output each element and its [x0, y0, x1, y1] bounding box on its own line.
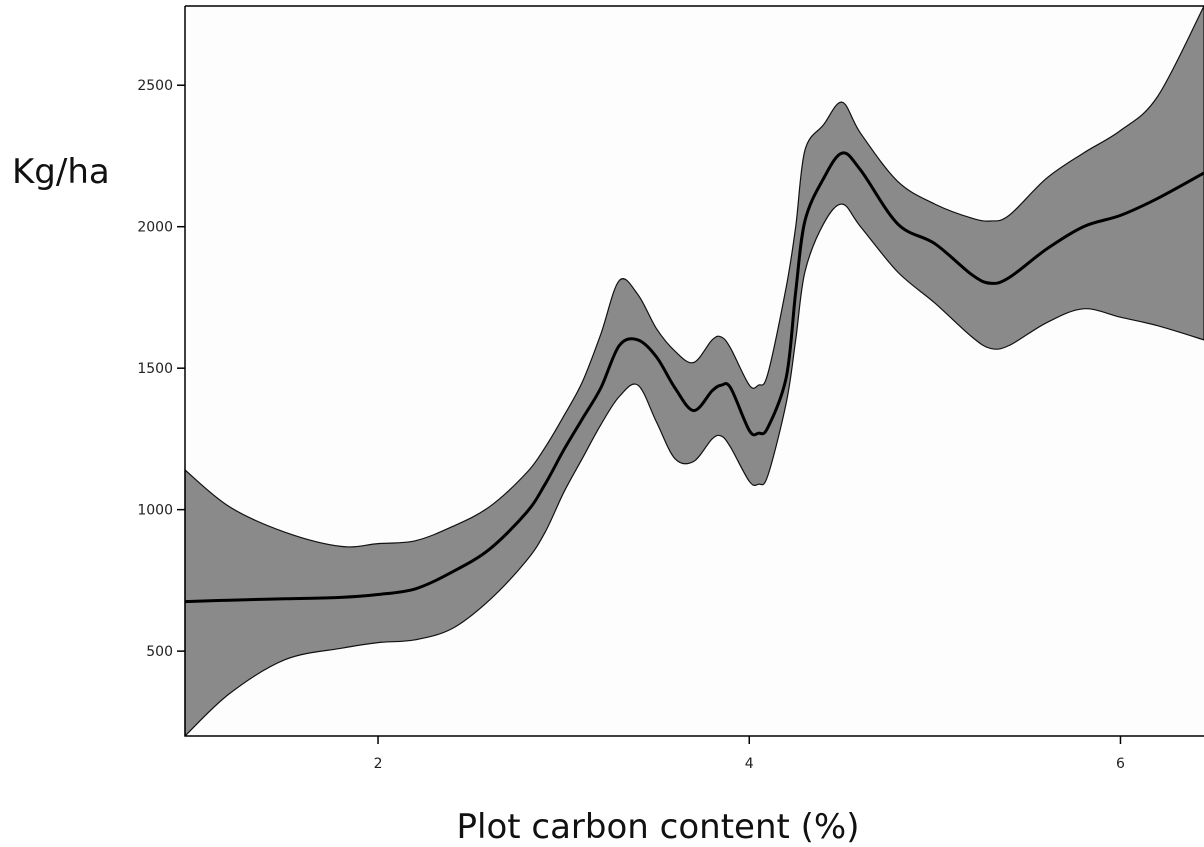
y-tick-label: 1500: [137, 361, 173, 377]
y-tick-label: 2000: [137, 220, 173, 236]
x-tick-label: 2: [374, 756, 383, 772]
y-tick-label: 2500: [137, 78, 173, 94]
axes: [184, 5, 1204, 737]
y-tick-label: 500: [146, 644, 173, 660]
y-axis-title: Kg/ha: [12, 152, 110, 192]
y-tick-label: 1000: [137, 503, 173, 519]
fitted-line: [184, 151, 1204, 604]
x-tick-label: 6: [1116, 756, 1125, 772]
x-axis-title: Plot carbon content (%): [457, 807, 860, 847]
x-ticks: 2 4 6: [374, 736, 1125, 772]
x-tick-label: 4: [745, 756, 754, 772]
y-ticks: 500 1000 1500 2000 2500: [137, 78, 185, 660]
